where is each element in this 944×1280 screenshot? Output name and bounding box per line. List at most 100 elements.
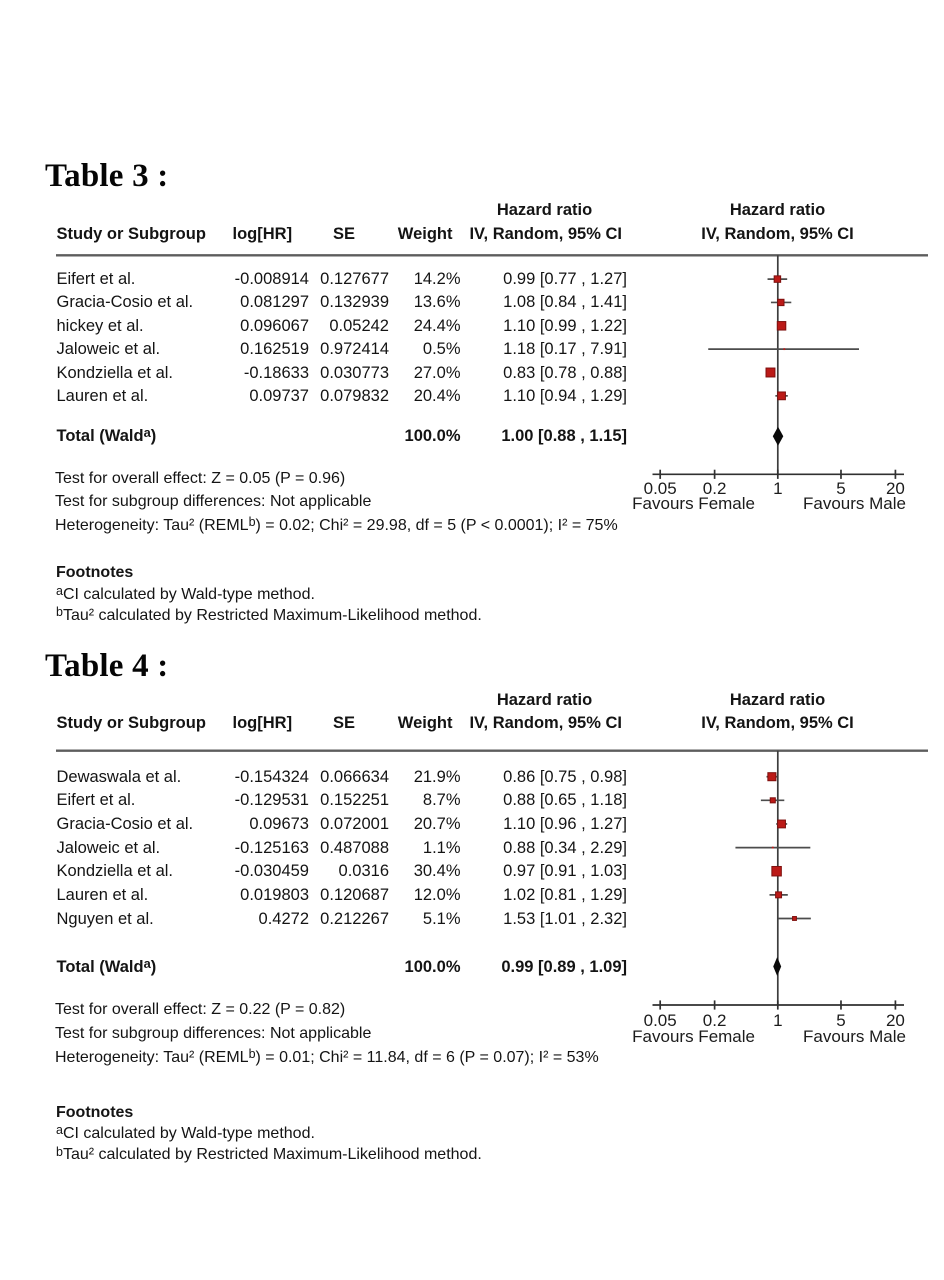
table-4-row-0-effect-marker [767, 772, 777, 782]
table-4-header-weight: Weight [397, 713, 453, 732]
table-3-row-4-effect-marker [765, 367, 776, 378]
table-3-row-1-effect-marker [777, 298, 785, 307]
table-3-row-5-se: 0.079832 [320, 386, 389, 405]
table-4-row-4-se: 0.0316 [338, 862, 389, 881]
table-3-test-overall: Test for overall effect: Z = 0.05 (P = 0… [55, 469, 346, 487]
table-3-header-effect-ci: IV, Random, 95% CI [469, 224, 622, 243]
table-3-row-4-weight: 27.0% [413, 363, 461, 382]
table-3-header-hazard-ratio-plot: Hazard ratio [729, 200, 826, 219]
table-4-row-0-ci: 0.86 [0.75 , 0.98] [503, 767, 627, 786]
table-3-heterogeneity-sup: b [248, 515, 256, 530]
table-3-heterogeneity-prefix: Heterogeneity: Tau² (REML [55, 516, 249, 534]
table-3-row-3-weight: 0.5% [422, 340, 461, 359]
table-3-row-1-se: 0.132939 [320, 293, 389, 312]
table-4-row-4-study: Kondziella et al. [56, 862, 174, 881]
table-3-row-1-loghr: 0.081297 [240, 293, 309, 312]
table-4-total-weight: 100.0% [404, 957, 461, 976]
table-3-header-plot-ci: IV, Random, 95% CI [701, 224, 854, 243]
table-4-row-1-se: 0.152251 [320, 791, 389, 810]
table-3-row-5-study: Lauren et al. [56, 386, 149, 405]
table-3-row-1-weight: 13.6% [413, 293, 461, 312]
table-3-row-3-ci: 1.18 [0.17 , 7.91] [503, 340, 627, 359]
table-3-row-3-se: 0.972414 [320, 340, 389, 359]
table-3-row-1-ci: 1.08 [0.84 , 1.41] [503, 293, 627, 312]
table-3-row-5-effect-marker [777, 391, 786, 401]
table-3-favours-left-label: Favours Female [632, 494, 755, 514]
table-3-row-5-weight: 20.4% [413, 386, 461, 405]
table-3-footnote-1-sup: b [56, 605, 63, 620]
table-4-header-hazard-ratio-text: Hazard ratio [496, 690, 593, 709]
table-4-header-effect-ci: IV, Random, 95% CI [469, 713, 622, 732]
table-4-favours-right-label: Favours Male [803, 1027, 906, 1047]
table-4-footnote-1: bTau² calculated by Restricted Maximum-L… [56, 1145, 482, 1164]
table-3-total-label-sup: a [143, 425, 151, 441]
table-3-row-2-effect-marker [776, 321, 787, 331]
table-3-header-se: SE [332, 224, 355, 243]
table-3-row-0-se: 0.127677 [320, 270, 389, 289]
table-4-row-0-study: Dewaswala et al. [56, 767, 182, 786]
table-3-axis-tick-label-2: 1 [773, 478, 783, 498]
table-4-header-plot-ci: IV, Random, 95% CI [701, 713, 854, 732]
table-4-row-3-study: Jaloweic et al. [56, 838, 161, 857]
table-3-total-diamond [772, 426, 784, 446]
table-4-header-study: Study or Subgroup [56, 713, 206, 732]
table-4-row-4-ci: 0.97 [0.91 , 1.03] [503, 862, 627, 881]
table-4-heterogeneity-suffix: ) = 0.01; Chi² = 11.84, df = 6 (P = 0.07… [255, 1048, 599, 1066]
table-3-heterogeneity-suffix: ) = 0.02; Chi² = 29.98, df = 5 (P < 0.00… [255, 516, 618, 534]
table-4-row-5-effect-marker [775, 891, 783, 899]
table-4-title: Table 4 : [45, 647, 169, 684]
table-4-row-3-loghr: -0.125163 [234, 838, 309, 857]
table-4-row-1-study: Eifert et al. [56, 791, 136, 810]
table-3-row-2-loghr: 0.096067 [240, 316, 309, 335]
table-4-row-2-loghr: 0.09673 [249, 815, 309, 833]
table-3-footnote-0-text: CI calculated by Wald-type method. [62, 585, 315, 603]
table-4-row-3-effect-marker [771, 846, 774, 849]
table-3-row-2-ci: 1.10 [0.99 , 1.22] [503, 316, 627, 335]
table-3-row-1-study: Gracia-Cosio et al. [56, 293, 194, 312]
table-4-row-1-ci: 0.88 [0.65 , 1.18] [503, 791, 627, 810]
table-4-row-2-ci: 1.10 [0.96 , 1.27] [503, 815, 627, 833]
table-4-test-heterogeneity: Heterogeneity: Tau² (REMLb) = 0.01; Chi²… [55, 1048, 599, 1066]
table-4-row-2-weight: 20.7% [413, 815, 461, 833]
table-3-row-2-study: hickey et al. [56, 316, 144, 335]
table-3-test-subgroup: Test for subgroup differences: Not appli… [55, 493, 372, 511]
table-3-footnote-0-sup: a [56, 583, 63, 598]
table-4-header-loghr: log[HR] [232, 713, 293, 732]
table-3-row-2-se: 0.05242 [329, 316, 389, 335]
table-4-row-6-weight: 5.1% [422, 909, 461, 928]
table-4-row-6-ci: 1.53 [1.01 , 2.32] [503, 909, 627, 928]
table-4-test-subgroup: Test for subgroup differences: Not appli… [55, 1024, 372, 1042]
table-4-axis-tick-label-2: 1 [773, 1011, 783, 1031]
table-4-axis-tick-label-1: 0.2 [702, 1011, 727, 1031]
table-3-favours-right-label: Favours Male [803, 494, 906, 514]
table-3-row-0-loghr: -0.008914 [234, 270, 309, 289]
table-4-row-2-study: Gracia-Cosio et al. [56, 815, 194, 833]
table-3-total-weight: 100.0% [404, 427, 461, 446]
table-4-row-0-loghr: -0.154324 [234, 767, 309, 786]
table-3-footnote-1: bTau² calculated by Restricted Maximum-L… [56, 605, 482, 625]
table-3-header-loghr: log[HR] [232, 224, 293, 243]
table-3-row-4-study: Kondziella et al. [56, 363, 174, 382]
table-3-axis-tick-label-3: 5 [836, 478, 846, 498]
table-4-footnote-1-text: Tau² calculated by Restricted Maximum-Li… [62, 1146, 482, 1164]
table-3-title: Table 3 : [45, 157, 169, 194]
table-3-total-ci: 1.00 [0.88 , 1.15] [501, 427, 627, 446]
table-4-footnote-0-text: CI calculated by Wald-type method. [62, 1124, 315, 1142]
table-3-axis-tick-label-0: 0.05 [643, 478, 677, 498]
table-4-row-3-ci: 0.88 [0.34 , 2.29] [503, 838, 627, 857]
table-4-row-1-loghr: -0.129531 [234, 791, 309, 810]
table-4-row-0-se: 0.066634 [320, 767, 389, 786]
table-4-test-overall: Test for overall effect: Z = 0.22 (P = 0… [55, 1000, 346, 1018]
table-4-row-4-weight: 30.4% [413, 862, 461, 881]
table-4-total-label-sup: a [143, 955, 151, 971]
table-4-row-1-weight: 8.7% [422, 791, 461, 810]
table-3-row-0-weight: 14.2% [413, 270, 461, 289]
table-3-plot-group [56, 254, 928, 479]
table-4-row-6-effect-marker [792, 916, 797, 921]
table-3-header-hazard-ratio-text: Hazard ratio [496, 200, 593, 219]
table-3-footnote-1-text: Tau² calculated by Restricted Maximum-Li… [62, 607, 482, 625]
table-4-total-label-text: Total (Wald [56, 957, 144, 976]
table-4-plot-group [56, 749, 928, 1010]
table-4-row-2-effect-marker [777, 819, 786, 829]
